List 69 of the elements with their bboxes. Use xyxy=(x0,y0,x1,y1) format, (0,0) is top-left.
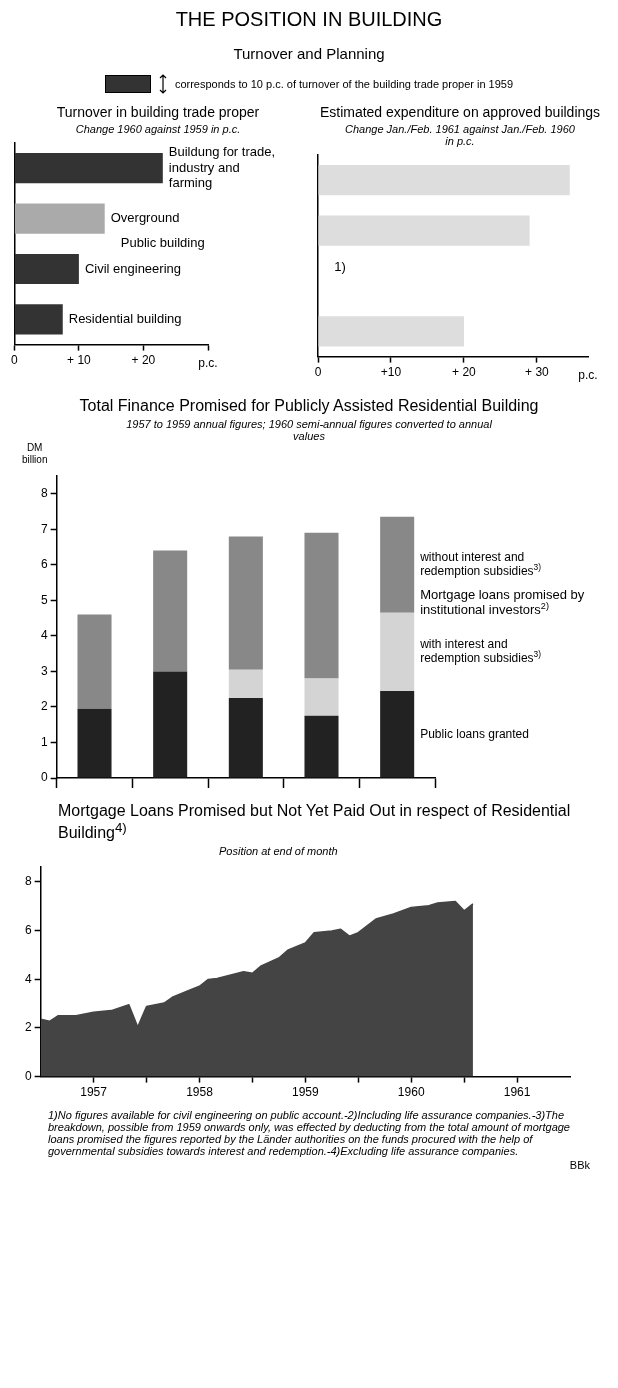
chart-subtitle: Position at end of month xyxy=(218,845,339,858)
bar xyxy=(14,304,63,335)
bar xyxy=(14,203,105,234)
category-label: Civil engineering xyxy=(84,260,182,276)
y-tick-label: 0 xyxy=(40,770,48,785)
y-tick-label: 4 xyxy=(40,628,48,643)
y-tick-label: 7 xyxy=(40,521,48,536)
x-tick-label: 1959 xyxy=(291,1085,320,1100)
x-axis-title: p.c. xyxy=(578,367,598,382)
x-tick-label: + 10 xyxy=(67,353,92,368)
x-axis-title: p.c. xyxy=(198,355,218,370)
bar xyxy=(318,165,570,196)
x-tick-label: + 30 xyxy=(525,365,550,380)
annotation: 1) xyxy=(334,259,346,275)
y-tick-label: 3 xyxy=(40,663,48,678)
y-tick-label: 6 xyxy=(40,557,48,572)
y-tick-label: 8 xyxy=(24,874,32,889)
x-tick-label: 1957 xyxy=(80,1085,108,1100)
series-label: Public loans granted xyxy=(420,726,529,741)
chart-subtitle: 1957 to 1959 annual figures; 1960 semi-annual figures converted to annual values xyxy=(125,418,493,442)
bar xyxy=(380,690,415,778)
bar xyxy=(304,678,339,716)
text: THE POSITION IN BUILDING xyxy=(174,8,444,31)
x-tick-label: 1961 xyxy=(503,1085,531,1100)
bar xyxy=(380,516,415,613)
bar xyxy=(304,715,339,778)
bar xyxy=(380,612,415,691)
chart-title: Mortgage Loans Promised but Not Yet Paid Out in respect of Residential Building$^{4)}$ xyxy=(57,802,572,843)
text: Turnover and Planning xyxy=(232,45,386,62)
bar xyxy=(77,708,112,778)
y-tick-label: 0 xyxy=(24,1069,32,1084)
y-tick-label: 2 xyxy=(40,699,48,714)
bar xyxy=(228,669,263,699)
y-tick-label: 5 xyxy=(40,592,48,607)
x-tick-label: 0 xyxy=(314,365,322,380)
x-tick-label: 1960 xyxy=(397,1085,425,1100)
y-tick-label: 6 xyxy=(24,923,32,938)
bar xyxy=(228,536,263,670)
y-tick-label: 4 xyxy=(24,971,32,986)
bar xyxy=(153,550,188,672)
x-tick-label: 0 xyxy=(10,353,18,368)
bar xyxy=(304,532,339,679)
chart-title: Total Finance Promised for Publicly Assisted Residential Building xyxy=(78,397,540,415)
y-tick-label: 8 xyxy=(40,486,48,501)
bar xyxy=(228,698,263,778)
y-tick-label: 1 xyxy=(40,734,48,749)
x-tick-label: + 20 xyxy=(452,365,477,380)
text: corresponds to 10 p.c. of turnover of the building trade proper in 1959 xyxy=(174,78,514,90)
bar xyxy=(318,316,464,347)
x-tick-label: + 20 xyxy=(131,353,156,368)
chart-subtitle: Change Jan./Feb. 1961 against Jan./Feb. 1960 in p.c. xyxy=(345,123,575,147)
category-label: Residential building xyxy=(68,310,182,326)
x-tick-label: 1958 xyxy=(186,1085,214,1100)
category-label: Overground xyxy=(110,210,180,226)
bar xyxy=(77,614,112,709)
bar xyxy=(14,253,79,285)
x-tick-label: +10 xyxy=(380,365,402,380)
bar xyxy=(14,153,163,184)
bar xyxy=(318,215,530,246)
y-axis-title: DM billion xyxy=(21,441,48,465)
bar xyxy=(153,671,188,778)
category-label: Buildung for trade, industry and farming xyxy=(168,144,276,191)
text: BBk xyxy=(568,1158,591,1172)
chart-subtitle: Change 1960 against 1959 in p.c. xyxy=(74,123,242,135)
annotation: Public building xyxy=(120,235,205,251)
text: 1)No figures available for civil engineering on public account.-2)Including life assurance companies.-3)The breakdown, possible from 1959 onwards only, was effected by deducting from the total amount of mortgage loans promised the figures reported by the Länder authorities on the funds procured with the help of governmental subsidies towards interest and redemption.-4)Excluding life assurance companies. xyxy=(47,1108,571,1158)
chart-title: Turnover in building trade proper xyxy=(55,104,261,120)
y-tick-label: 2 xyxy=(24,1020,32,1035)
chart-title: Estimated expenditure on approved buildings xyxy=(318,104,602,120)
